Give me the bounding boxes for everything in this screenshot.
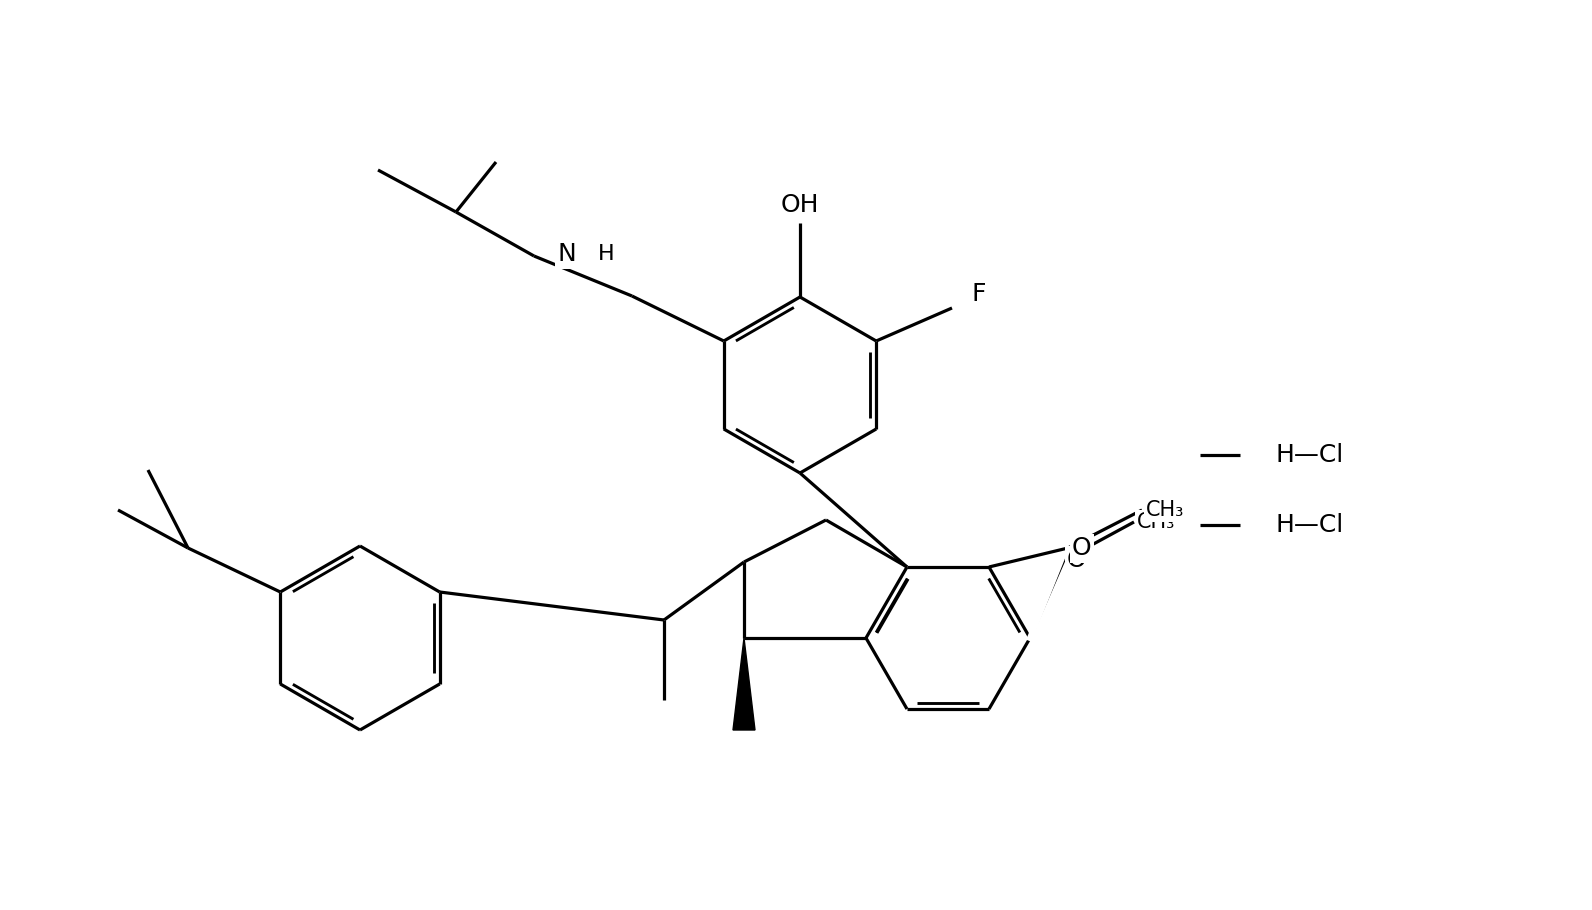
Text: O: O [1071,536,1092,560]
Text: F: F [973,282,987,306]
Text: H: H [599,244,615,264]
Text: N: N [557,242,576,266]
Text: O: O [1067,548,1087,572]
Polygon shape [732,638,755,730]
Text: H—Cl: H—Cl [1275,443,1344,467]
Text: CH₃: CH₃ [1146,500,1184,520]
Text: OH: OH [780,193,820,217]
Text: CH₃: CH₃ [1137,512,1175,532]
Text: H—Cl: H—Cl [1275,513,1344,537]
